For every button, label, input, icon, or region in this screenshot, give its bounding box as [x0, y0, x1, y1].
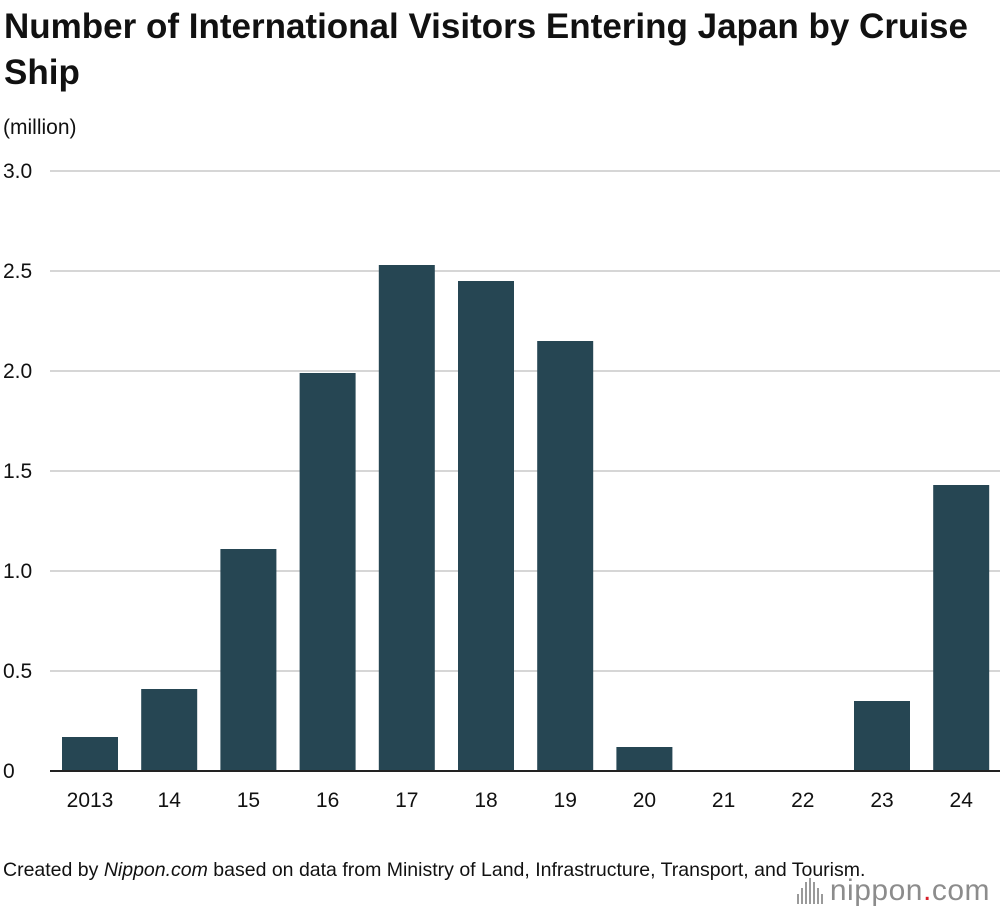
y-tick-label: 2.5 — [3, 260, 32, 283]
bars — [62, 265, 990, 771]
x-tick-label: 21 — [712, 789, 735, 812]
bar-24 — [933, 485, 990, 771]
bar-17 — [378, 265, 435, 771]
x-tick-label: 2013 — [67, 789, 114, 812]
bar-15 — [220, 549, 277, 771]
source-prefix: Created by — [3, 859, 104, 881]
x-tick-label: 18 — [474, 789, 497, 812]
y-tick-label: 0 — [3, 760, 15, 783]
gridlines — [50, 170, 1000, 672]
chart-title: Number of International Visitors Enterin… — [4, 7, 968, 92]
x-tick-label: 23 — [870, 789, 893, 812]
x-tick-label: 15 — [237, 789, 260, 812]
bar-20 — [616, 747, 673, 771]
nippon-logo: nippon.com — [796, 874, 990, 908]
y-tick-label: 1.0 — [3, 560, 32, 583]
bar-14 — [141, 689, 198, 771]
logo-wordmark: nippon.com — [829, 874, 990, 907]
y-axis-unit-label: (million) — [3, 116, 77, 139]
bar-chart: 0 0.5 1.0 1.5 2.0 2.5 3.0 2013 14 15 16 17 18 19 20 21 2… — [3, 160, 1000, 812]
x-tick-label: 14 — [158, 789, 182, 812]
y-tick-label: 2.0 — [3, 360, 32, 383]
y-tick-label: 1.5 — [3, 460, 32, 483]
bar-23 — [854, 701, 910, 771]
logo-bars-icon — [796, 878, 823, 904]
bar-18 — [458, 281, 514, 771]
x-tick-label: 24 — [950, 789, 974, 812]
source-note: Created by Nippon.com based on data from… — [3, 856, 865, 885]
x-tick-label: 16 — [316, 789, 339, 812]
x-tick-label: 19 — [554, 789, 577, 812]
bar-19 — [537, 341, 594, 771]
source-publisher: Nippon.com — [103, 859, 208, 881]
bar-16 — [299, 373, 356, 771]
bar-2013 — [62, 737, 118, 771]
x-tick-label: 17 — [395, 789, 418, 812]
y-tick-label: 3.0 — [3, 160, 32, 183]
y-tick-label: 0.5 — [3, 660, 32, 683]
x-tick-label: 20 — [633, 789, 656, 812]
source-suffix: based on data from Ministry of Land, Inf… — [207, 859, 866, 881]
x-tick-label: 22 — [791, 789, 814, 812]
axes: 0 0.5 1.0 1.5 2.0 2.5 3.0 2013 14 15 16 17 18 19 20 21 2… — [3, 160, 1000, 812]
